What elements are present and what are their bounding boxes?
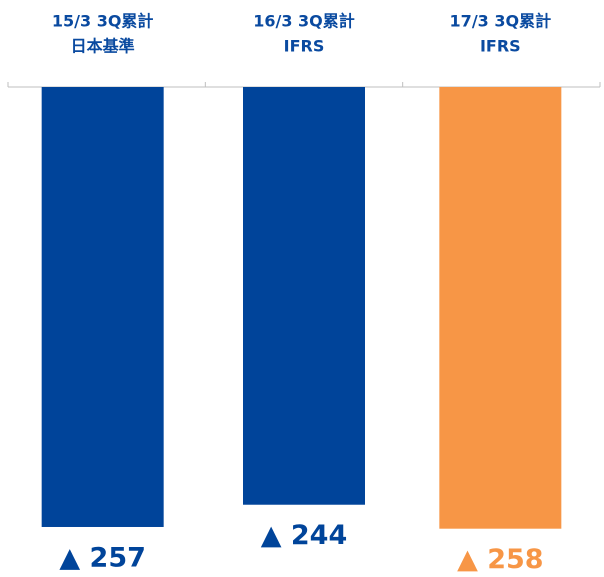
category-label: 17/3 3Q累計: [450, 12, 552, 31]
category-label: IFRS: [284, 37, 325, 56]
category-label: 15/3 3Q累計: [52, 12, 154, 31]
category-label: 日本基準: [71, 37, 135, 56]
bar: [439, 87, 562, 529]
category-label: IFRS: [480, 37, 521, 56]
value-label: ▲ 257: [59, 542, 146, 573]
category-label: 16/3 3Q累計: [253, 12, 355, 31]
value-label: ▲ 258: [457, 544, 544, 575]
value-label: ▲ 244: [261, 520, 348, 551]
bar: [41, 87, 164, 527]
bar: [243, 87, 365, 505]
